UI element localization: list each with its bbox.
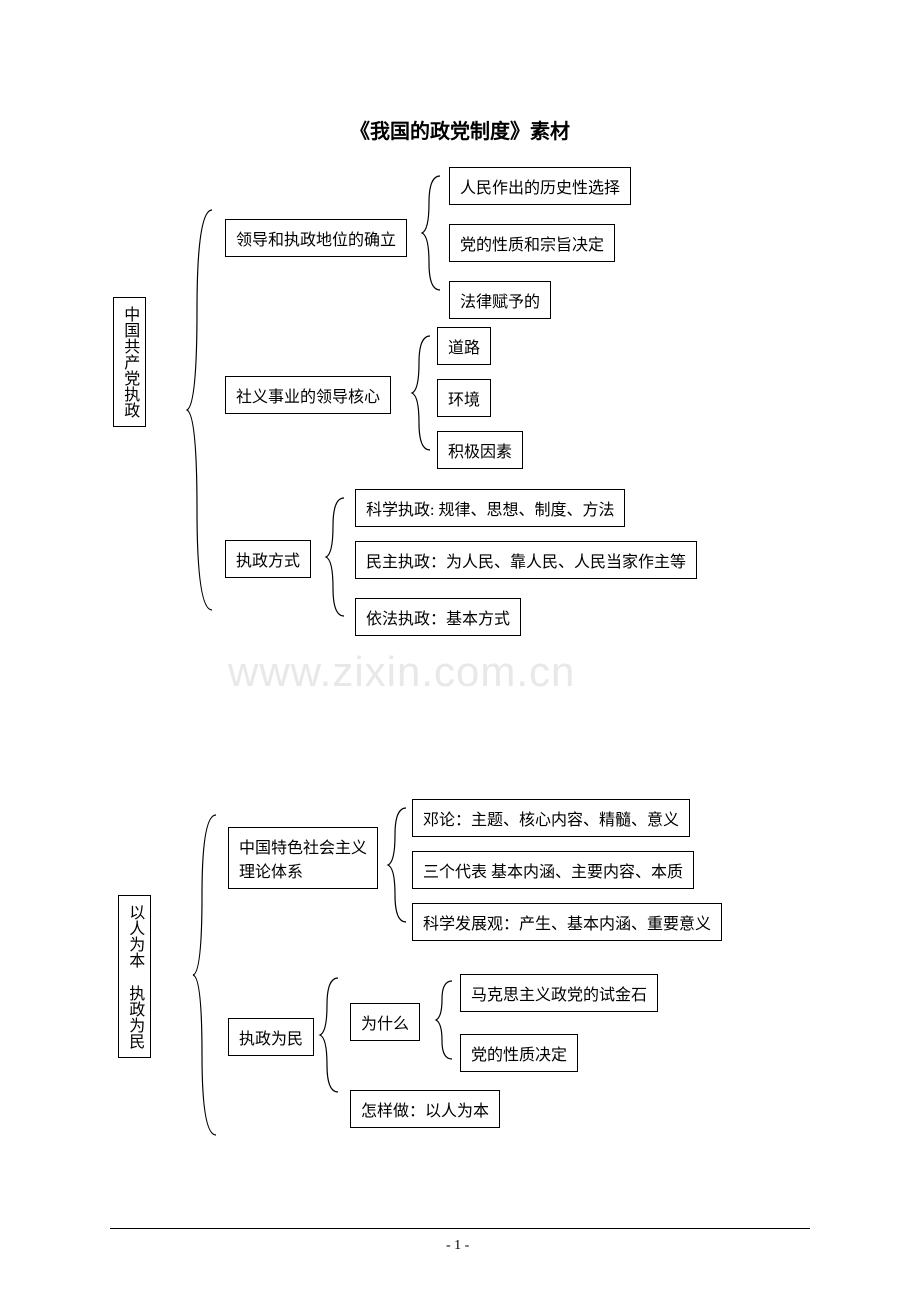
d1-b3-label: 执政方式 bbox=[225, 540, 311, 578]
d2-brace-root bbox=[188, 805, 216, 1145]
d1-b2-c2: 积极因素 bbox=[437, 431, 523, 469]
footer-divider bbox=[110, 1228, 810, 1229]
d2-b1-label: 中国特色社会主义理论体系 bbox=[228, 827, 378, 889]
d1-b3-c0: 科学执政: 规律、思想、制度、方法 bbox=[355, 489, 625, 527]
d1-brace-root bbox=[182, 200, 212, 620]
d2-root: 以人为本 执政为民 bbox=[118, 895, 151, 1058]
footer-page-number: - 1 - bbox=[446, 1238, 469, 1254]
d1-b1-c2: 法律赋予的 bbox=[449, 281, 551, 319]
page-title: 《我国的政党制度》素材 bbox=[0, 115, 920, 144]
d2-b2-sub-label: 为什么 bbox=[350, 1003, 420, 1041]
d1-b2-label: 社义事业的领导核心 bbox=[225, 376, 391, 414]
d2-b1-c2: 科学发展观：产生、基本内涵、重要意义 bbox=[412, 903, 722, 941]
d1-root: 中国共产党执政 bbox=[113, 297, 146, 427]
d2-b2-sub-brace bbox=[432, 975, 452, 1065]
d1-b3-c1: 民主执政：为人民、靠人民、人民当家作主等 bbox=[355, 541, 697, 579]
d2-b2-sub-c1: 党的性质决定 bbox=[460, 1034, 578, 1072]
d1-b1-c1: 党的性质和宗旨决定 bbox=[449, 224, 615, 262]
d1-b1-label: 领导和执政地位的确立 bbox=[225, 219, 407, 257]
d1-b1-brace bbox=[418, 168, 440, 298]
d1-b3-brace bbox=[322, 490, 344, 624]
d1-b3-c2: 依法执政：基本方式 bbox=[355, 598, 521, 636]
d2-b2-brace bbox=[316, 970, 338, 1100]
d2-b2-extra: 怎样做：以人为本 bbox=[350, 1090, 500, 1128]
d2-b1-c0: 邓论：主题、核心内容、精髓、意义 bbox=[412, 799, 690, 837]
d1-b2-c1: 环境 bbox=[437, 379, 491, 417]
d2-b1-brace bbox=[384, 800, 406, 930]
d1-b1-c0: 人民作出的历史性选择 bbox=[449, 167, 631, 205]
watermark-text: www.zixin.com.cn bbox=[228, 648, 575, 696]
d2-b1-c1: 三个代表 基本内涵、主要内容、本质 bbox=[412, 851, 694, 889]
d1-b2-brace bbox=[408, 328, 430, 458]
d2-b2-label: 执政为民 bbox=[228, 1018, 314, 1056]
d2-b2-sub-c0: 马克思主义政党的试金石 bbox=[460, 974, 658, 1012]
d1-b2-c0: 道路 bbox=[437, 327, 491, 365]
